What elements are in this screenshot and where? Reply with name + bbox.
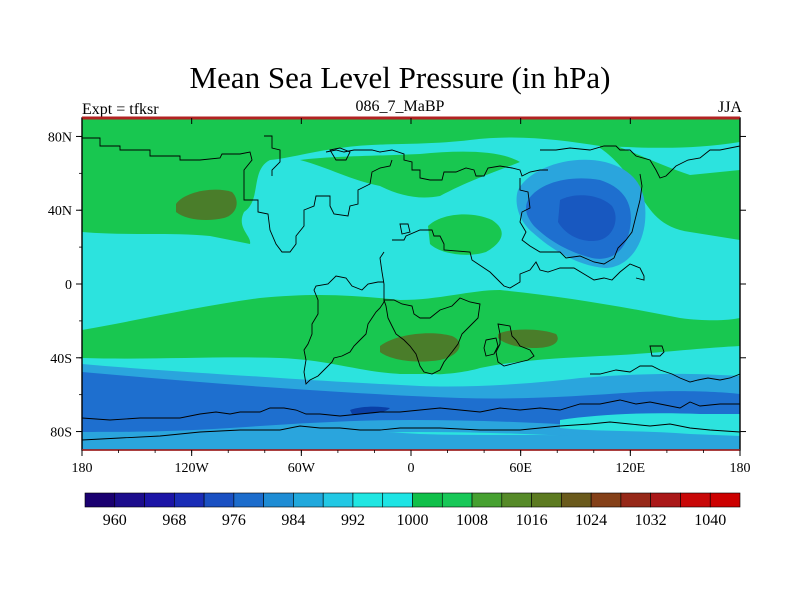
y-tick-label: 80S: [50, 426, 72, 441]
x-tick-label: 120W: [175, 461, 210, 476]
colorbar-label: 976: [222, 512, 246, 529]
colorbar-label: 1040: [694, 512, 726, 529]
colorbar-swatch: [590, 492, 622, 508]
colorbar-swatch: [203, 492, 235, 508]
season-label: JJA: [717, 99, 742, 116]
colorbar: 960 968 976 984 992 1000 1008 1016 1024 1032 1040: [84, 492, 741, 529]
y-axis: 80N 40N 0 40S 80S: [48, 130, 746, 441]
field-984-southern-belt: [82, 372, 740, 432]
colorbar-swatch: [144, 492, 175, 508]
field-1016-south-high-2: [498, 329, 558, 348]
period-label: 086_7_MaBP: [355, 98, 445, 115]
colorbar-label: 992: [341, 512, 365, 529]
colorbar-swatch: [531, 492, 562, 508]
colorbar-swatch: [412, 492, 443, 508]
colorbar-swatch: [352, 492, 384, 508]
x-axis: 180 120W 60W 0 60E 120E 180: [72, 118, 751, 476]
experiment-label: Expt = tfksr: [82, 101, 159, 118]
x-tick-label: 60W: [288, 461, 316, 476]
colorbar-swatch: [709, 492, 741, 508]
colorbar-label: 1000: [397, 512, 429, 529]
colorbar-swatch: [84, 492, 116, 508]
colorbar-label: 984: [281, 512, 305, 529]
x-tick-label: 60E: [509, 461, 532, 476]
field-1016-south-high-1: [380, 333, 460, 362]
colorbar-swatch: [471, 492, 503, 508]
colorbar-swatch: [650, 492, 681, 508]
colorbar-swatch: [620, 492, 651, 508]
x-tick-label: 120E: [616, 461, 646, 476]
pressure-field: [82, 118, 740, 450]
colorbar-swatch: [322, 492, 354, 508]
y-tick-label: 40N: [48, 204, 72, 219]
colorbar-swatch: [561, 492, 592, 508]
y-tick-label: 0: [65, 278, 72, 293]
colorbar-label: 960: [103, 512, 127, 529]
chart-title: Mean Sea Level Pressure (in hPa): [189, 60, 611, 95]
colorbar-swatch: [174, 492, 205, 508]
y-tick-label: 80N: [48, 130, 72, 145]
coastlines: [82, 135, 740, 441]
field-1008-mediterranean: [428, 214, 502, 255]
colorbar-swatch: [382, 492, 413, 508]
colorbar-swatch: [680, 492, 711, 508]
colorbar-label: 1008: [456, 512, 488, 529]
x-tick-label: 180: [730, 461, 751, 476]
colorbar-label: 968: [162, 512, 186, 529]
colorbar-swatch: [233, 492, 264, 508]
colorbar-swatch: [501, 492, 532, 508]
field-1016-north-high: [176, 189, 237, 220]
field-1008-south: [82, 290, 740, 375]
colorbar-label: 1016: [516, 512, 548, 529]
x-tick-label: 180: [72, 461, 93, 476]
colorbar-swatch: [293, 492, 324, 508]
colorbar-swatch: [263, 492, 294, 508]
colorbar-label: 1032: [635, 512, 667, 529]
colorbar-swatch: [114, 492, 145, 508]
colorbar-swatch: [441, 492, 473, 508]
y-tick-label: 40S: [50, 352, 72, 367]
colorbar-label: 1024: [575, 512, 607, 529]
x-tick-label: 0: [408, 461, 415, 476]
